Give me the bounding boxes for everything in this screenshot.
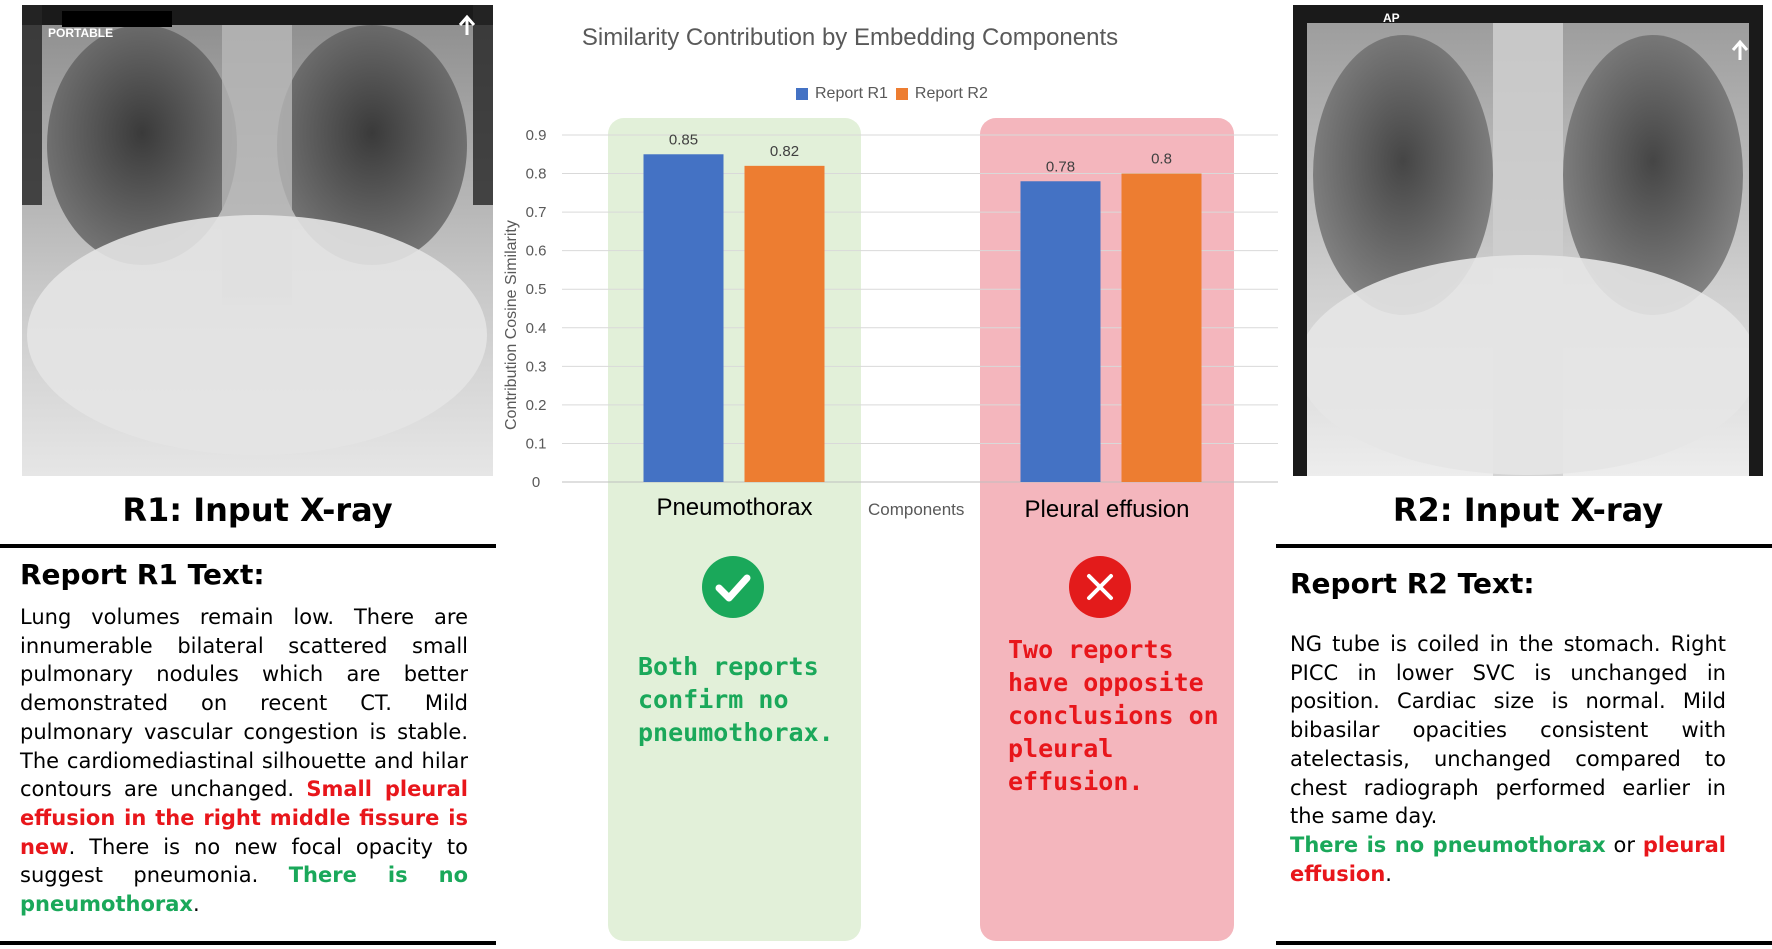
r2-report-plain-1: NG tube is coiled in the stomach. Right …: [1290, 632, 1726, 829]
y-axis-title: Contribution Cosine Similarity: [503, 220, 520, 430]
r2-xray-image: AP: [1293, 5, 1763, 476]
y-tick-label: 0.2: [526, 397, 547, 414]
legend-swatch-r1: [796, 88, 808, 100]
r2-report-pneumothorax-finding: There is no pneumothorax: [1290, 832, 1606, 857]
r1-xray-marker: PORTABLE: [48, 26, 114, 40]
r2-report-plain-3: .: [1385, 861, 1392, 886]
y-tick-label: 0.5: [526, 281, 547, 298]
y-tick-label: 0.1: [526, 435, 547, 452]
r2-report-plain-2: or: [1605, 832, 1643, 857]
cross-icon: [1069, 556, 1131, 618]
r2-report-text: NG tube is coiled in the stomach. Right …: [1290, 630, 1726, 888]
r2-xray-marker: AP: [1383, 11, 1400, 25]
bar: [744, 165, 825, 482]
r1-bottom-rule: [0, 941, 496, 945]
r1-xray-title: R1: Input X-ray: [122, 491, 393, 529]
data-label: 0.78: [1046, 158, 1075, 175]
r2-report-heading: Report R2 Text:: [1290, 567, 1535, 600]
r1-xray-graphic: [22, 5, 493, 476]
y-tick-label: 0.9: [526, 127, 547, 144]
r2-top-rule: [1276, 544, 1772, 548]
legend-label-r2: Report R2: [914, 85, 988, 102]
y-tick-label: 0.8: [526, 166, 547, 183]
r1-report-effusion-finding: Small pleural effusion in the right midd…: [20, 777, 468, 859]
r1-report-pneumothorax-finding: There is no pneumothorax: [20, 863, 468, 917]
bar: [643, 154, 724, 482]
pneumothorax-verdict: Both reports confirm no pneumothorax.: [638, 652, 834, 747]
category-label-pleural-effusion: Pleural effusion: [1024, 496, 1190, 523]
r1-report-plain-2: . There is no new focal opacity to sugge…: [20, 834, 468, 888]
r1-report-heading: Report R1 Text:: [20, 558, 265, 591]
r1-xray-image: PORTABLE: [22, 5, 493, 476]
y-tick-label: 0: [532, 474, 540, 491]
data-label: 0.8: [1151, 151, 1172, 168]
r1-top-rule: [0, 544, 496, 548]
legend-label-r1: Report R1: [815, 85, 888, 102]
legend-swatch-r2: [895, 88, 908, 100]
r1-report-text: Lung volumes remain low. There are innum…: [20, 603, 468, 919]
bar: [1020, 181, 1101, 482]
r1-report-plain-1: Lung volumes remain low. There are innum…: [20, 605, 468, 802]
check-icon: [702, 556, 764, 618]
effusion-verdict: Two reports have opposite conclusions on…: [1008, 635, 1219, 796]
category-label-pneumothorax: Pneumothorax: [656, 494, 813, 521]
data-label: 0.82: [770, 143, 799, 160]
y-tick-label: 0.7: [526, 204, 547, 221]
y-tick-label: 0.6: [526, 243, 547, 260]
r2-report-effusion-finding: pleural effusion: [1290, 832, 1726, 886]
r2-bottom-rule: [1276, 941, 1772, 945]
data-label: 0.85: [669, 131, 698, 148]
y-tick-label: 0.3: [526, 358, 547, 375]
r2-xray-title: R2: Input X-ray: [1392, 491, 1664, 529]
chart-title: Similarity Contribution by Embedding Com…: [581, 24, 1119, 51]
bar: [1121, 173, 1202, 483]
bar-chart: 0 0.1 0.2 0.3 0.4 0.5 0.6 0.7 0.8 0.9 0.85 0.82 0.78…: [526, 127, 1278, 491]
x-axis-title: Components: [868, 500, 965, 519]
r2-xray-graphic: [1293, 5, 1763, 476]
r1-report-plain-3: .: [192, 892, 200, 917]
y-tick-label: 0.4: [526, 320, 547, 337]
chart-legend: Report R1 Report R2: [796, 85, 988, 103]
